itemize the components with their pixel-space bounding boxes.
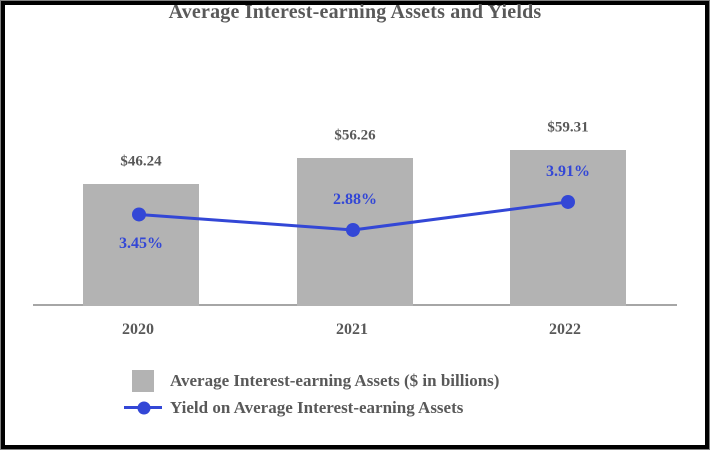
yield-label-2021: 2.88% bbox=[333, 191, 377, 208]
year-label-2022: 2022 bbox=[549, 321, 581, 338]
legend-item-yield: Yield on Average Interest-earning Assets bbox=[124, 394, 499, 421]
yield-line-swatch-icon bbox=[124, 401, 164, 415]
year-label-2021: 2021 bbox=[336, 321, 368, 338]
yield-label-2022: 3.91% bbox=[546, 163, 590, 180]
legend-label-assets: Average Interest-earning Assets ($ in bi… bbox=[170, 370, 500, 390]
yield-label-2020: 3.45% bbox=[119, 235, 163, 252]
bar-value-label-2021: $56.26 bbox=[334, 127, 376, 144]
year-label-2020: 2020 bbox=[122, 321, 154, 338]
assets-bar-swatch-icon bbox=[132, 369, 154, 392]
bar-value-label-2020: $46.24 bbox=[120, 153, 162, 170]
bar-value-label-2022: $59.31 bbox=[547, 119, 589, 136]
legend-item-assets: Average Interest-earning Assets ($ in bi… bbox=[124, 367, 499, 394]
legend-label-yield: Yield on Average Interest-earning Assets bbox=[170, 397, 464, 417]
bar-2021 bbox=[297, 158, 413, 306]
chart-title: Average Interest-earning Assets and Yiel… bbox=[168, 1, 542, 23]
legend: Average Interest-earning Assets ($ in bi… bbox=[124, 367, 499, 421]
